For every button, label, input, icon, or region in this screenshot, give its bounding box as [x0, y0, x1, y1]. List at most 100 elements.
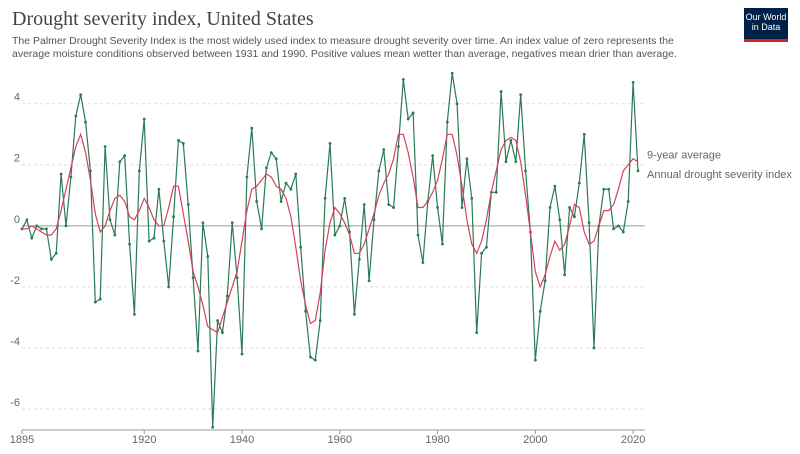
data-point: [152, 236, 156, 240]
data-point: [294, 172, 298, 176]
data-point: [416, 233, 420, 237]
data-point: [333, 233, 337, 237]
data-point: [45, 227, 48, 231]
data-point: [421, 261, 425, 264]
data-point: [245, 175, 249, 179]
data-point: [142, 117, 146, 121]
data-point: [436, 206, 439, 209]
data-point: [304, 309, 307, 313]
data-point: [40, 227, 43, 231]
x-tick-label: 1940: [230, 434, 254, 446]
data-point: [274, 157, 278, 161]
y-tick-label: 2: [14, 153, 20, 165]
y-tick-label: 4: [14, 92, 20, 104]
data-point: [201, 221, 205, 225]
data-point: [225, 294, 229, 298]
data-point: [617, 224, 620, 228]
series-line: [21, 73, 639, 428]
data-point: [602, 187, 606, 191]
data-point: [504, 160, 508, 164]
logo[interactable]: Our World in Data: [744, 8, 788, 42]
data-point: [284, 181, 288, 185]
data-point: [465, 157, 469, 161]
data-point: [113, 233, 117, 237]
chart-title: Drought severity index, United States: [12, 8, 314, 30]
x-tick-label: 2020: [621, 434, 645, 446]
data-point: [265, 166, 268, 170]
data-point: [519, 93, 523, 97]
data-point: [54, 251, 58, 255]
legend-label: 9-year average: [647, 150, 721, 162]
data-point: [255, 200, 259, 203]
data-point: [592, 346, 596, 350]
data-point: [211, 425, 215, 429]
data-point: [93, 300, 97, 304]
data-point: [69, 175, 73, 179]
x-tick-label: 1980: [425, 434, 449, 446]
data-point: [587, 221, 591, 225]
data-point: [79, 93, 83, 97]
data-point: [445, 120, 449, 124]
data-point: [548, 206, 552, 209]
data-point: [328, 142, 332, 145]
data-point: [499, 90, 503, 93]
data-point: [74, 114, 78, 118]
y-tick-label: -2: [10, 275, 20, 287]
y-tick-label: -6: [10, 397, 20, 409]
data-point: [367, 279, 371, 283]
data-point: [514, 160, 518, 164]
data-point: [181, 142, 185, 145]
logo-line: Our World: [745, 12, 787, 22]
data-point: [480, 251, 483, 255]
data-point: [289, 187, 293, 191]
data-point: [235, 276, 239, 280]
data-point: [30, 236, 34, 240]
data-point: [206, 254, 210, 258]
data-point: [607, 187, 611, 191]
data-point: [64, 224, 68, 228]
data-point: [553, 184, 557, 188]
header: Drought severity index, United States Th…: [12, 8, 712, 61]
x-tick-label: 1920: [132, 434, 156, 446]
data-point: [626, 200, 630, 203]
data-point: [123, 154, 127, 158]
data-point: [147, 239, 151, 243]
data-point: [89, 169, 92, 173]
data-point: [460, 206, 464, 209]
data-point: [441, 242, 444, 246]
data-point: [323, 196, 327, 200]
data-point: [411, 111, 415, 115]
data-point: [191, 276, 195, 280]
data-point: [103, 145, 107, 148]
data-point: [230, 221, 234, 225]
data-point: [167, 285, 171, 289]
data-point: [128, 242, 131, 246]
legend-label: Annual drought severity index: [647, 169, 792, 181]
data-point: [543, 279, 547, 283]
data-point: [137, 169, 141, 173]
data-point: [563, 273, 567, 277]
y-tick-label: 0: [14, 214, 20, 226]
data-point: [397, 145, 400, 148]
data-point: [631, 81, 635, 84]
data-point: [353, 312, 356, 316]
data-point: [509, 139, 513, 142]
data-point: [216, 319, 219, 322]
data-point: [558, 218, 562, 222]
data-point: [406, 117, 410, 121]
data-point: [357, 258, 361, 261]
data-point: [455, 102, 459, 106]
data-point: [533, 358, 537, 362]
series-line: [22, 132, 639, 334]
data-point: [84, 120, 87, 124]
data-point: [59, 172, 63, 176]
data-point: [450, 71, 454, 75]
data-point: [108, 218, 112, 222]
data-point: [470, 196, 474, 200]
data-point: [485, 245, 488, 249]
data-point: [240, 352, 244, 356]
data-point: [162, 239, 166, 243]
data-point: [118, 160, 122, 164]
data-point: [387, 203, 391, 206]
